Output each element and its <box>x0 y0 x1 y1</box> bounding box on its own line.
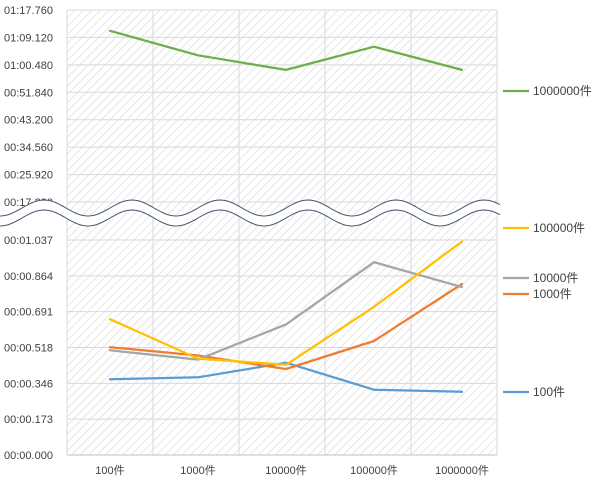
legend: 1000000件 100000件 10000件 1000件 100件 <box>503 84 592 399</box>
series-line <box>108 240 464 366</box>
series-line <box>108 261 464 361</box>
x-tick-label: 1000000件 <box>435 464 489 477</box>
gridlines <box>66 9 498 456</box>
legend-label: 100000件 <box>533 221 585 235</box>
y-tick-label: 00:00.173 <box>4 414 53 426</box>
y-tick-label: 00:00.346 <box>4 378 53 390</box>
axis-break-wave <box>0 199 501 217</box>
y-tick-label: 00:51.840 <box>4 87 53 99</box>
axis-break-wave <box>0 209 501 227</box>
x-tick-label: 100件 <box>95 464 124 477</box>
x-axis-tick-labels: 100件 1000件 10000件 100000件 1000000件 <box>95 464 489 477</box>
x-tick-label: 1000件 <box>180 464 215 477</box>
legend-label: 1000件 <box>533 287 572 301</box>
y-tick-label: 00:34.560 <box>4 142 53 154</box>
series-line <box>108 29 464 72</box>
series-line <box>108 361 464 393</box>
legend-label: 10000件 <box>533 271 578 285</box>
axis-break-band <box>0 200 500 226</box>
y-tick-label: 01:17.760 <box>4 5 53 17</box>
x-tick-label: 100000件 <box>350 464 398 477</box>
series-line <box>108 282 464 371</box>
legend-label: 1000000件 <box>533 84 592 98</box>
y-tick-label: 00:25.920 <box>4 170 53 182</box>
y-tick-label: 00:43.200 <box>4 115 53 127</box>
y-tick-label: 00:00.691 <box>4 307 53 319</box>
y-tick-label: 01:09.120 <box>4 32 53 44</box>
axis-break-mark <box>0 199 501 227</box>
plot-area <box>67 10 497 455</box>
y-tick-label: 00:00.000 <box>4 450 53 462</box>
y-tick-label: 00:00.864 <box>4 271 53 283</box>
y-axis-tick-labels: 00:17.28000:25.92000:34.56000:43.20000:5… <box>4 5 53 462</box>
y-tick-label: 00:01.037 <box>4 235 53 247</box>
y-tick-label: 01:00.480 <box>4 60 53 72</box>
series-lines <box>108 29 464 393</box>
x-tick-label: 10000件 <box>265 464 307 477</box>
y-tick-label: 00:00.518 <box>4 343 53 355</box>
legend-label: 100件 <box>533 385 565 399</box>
